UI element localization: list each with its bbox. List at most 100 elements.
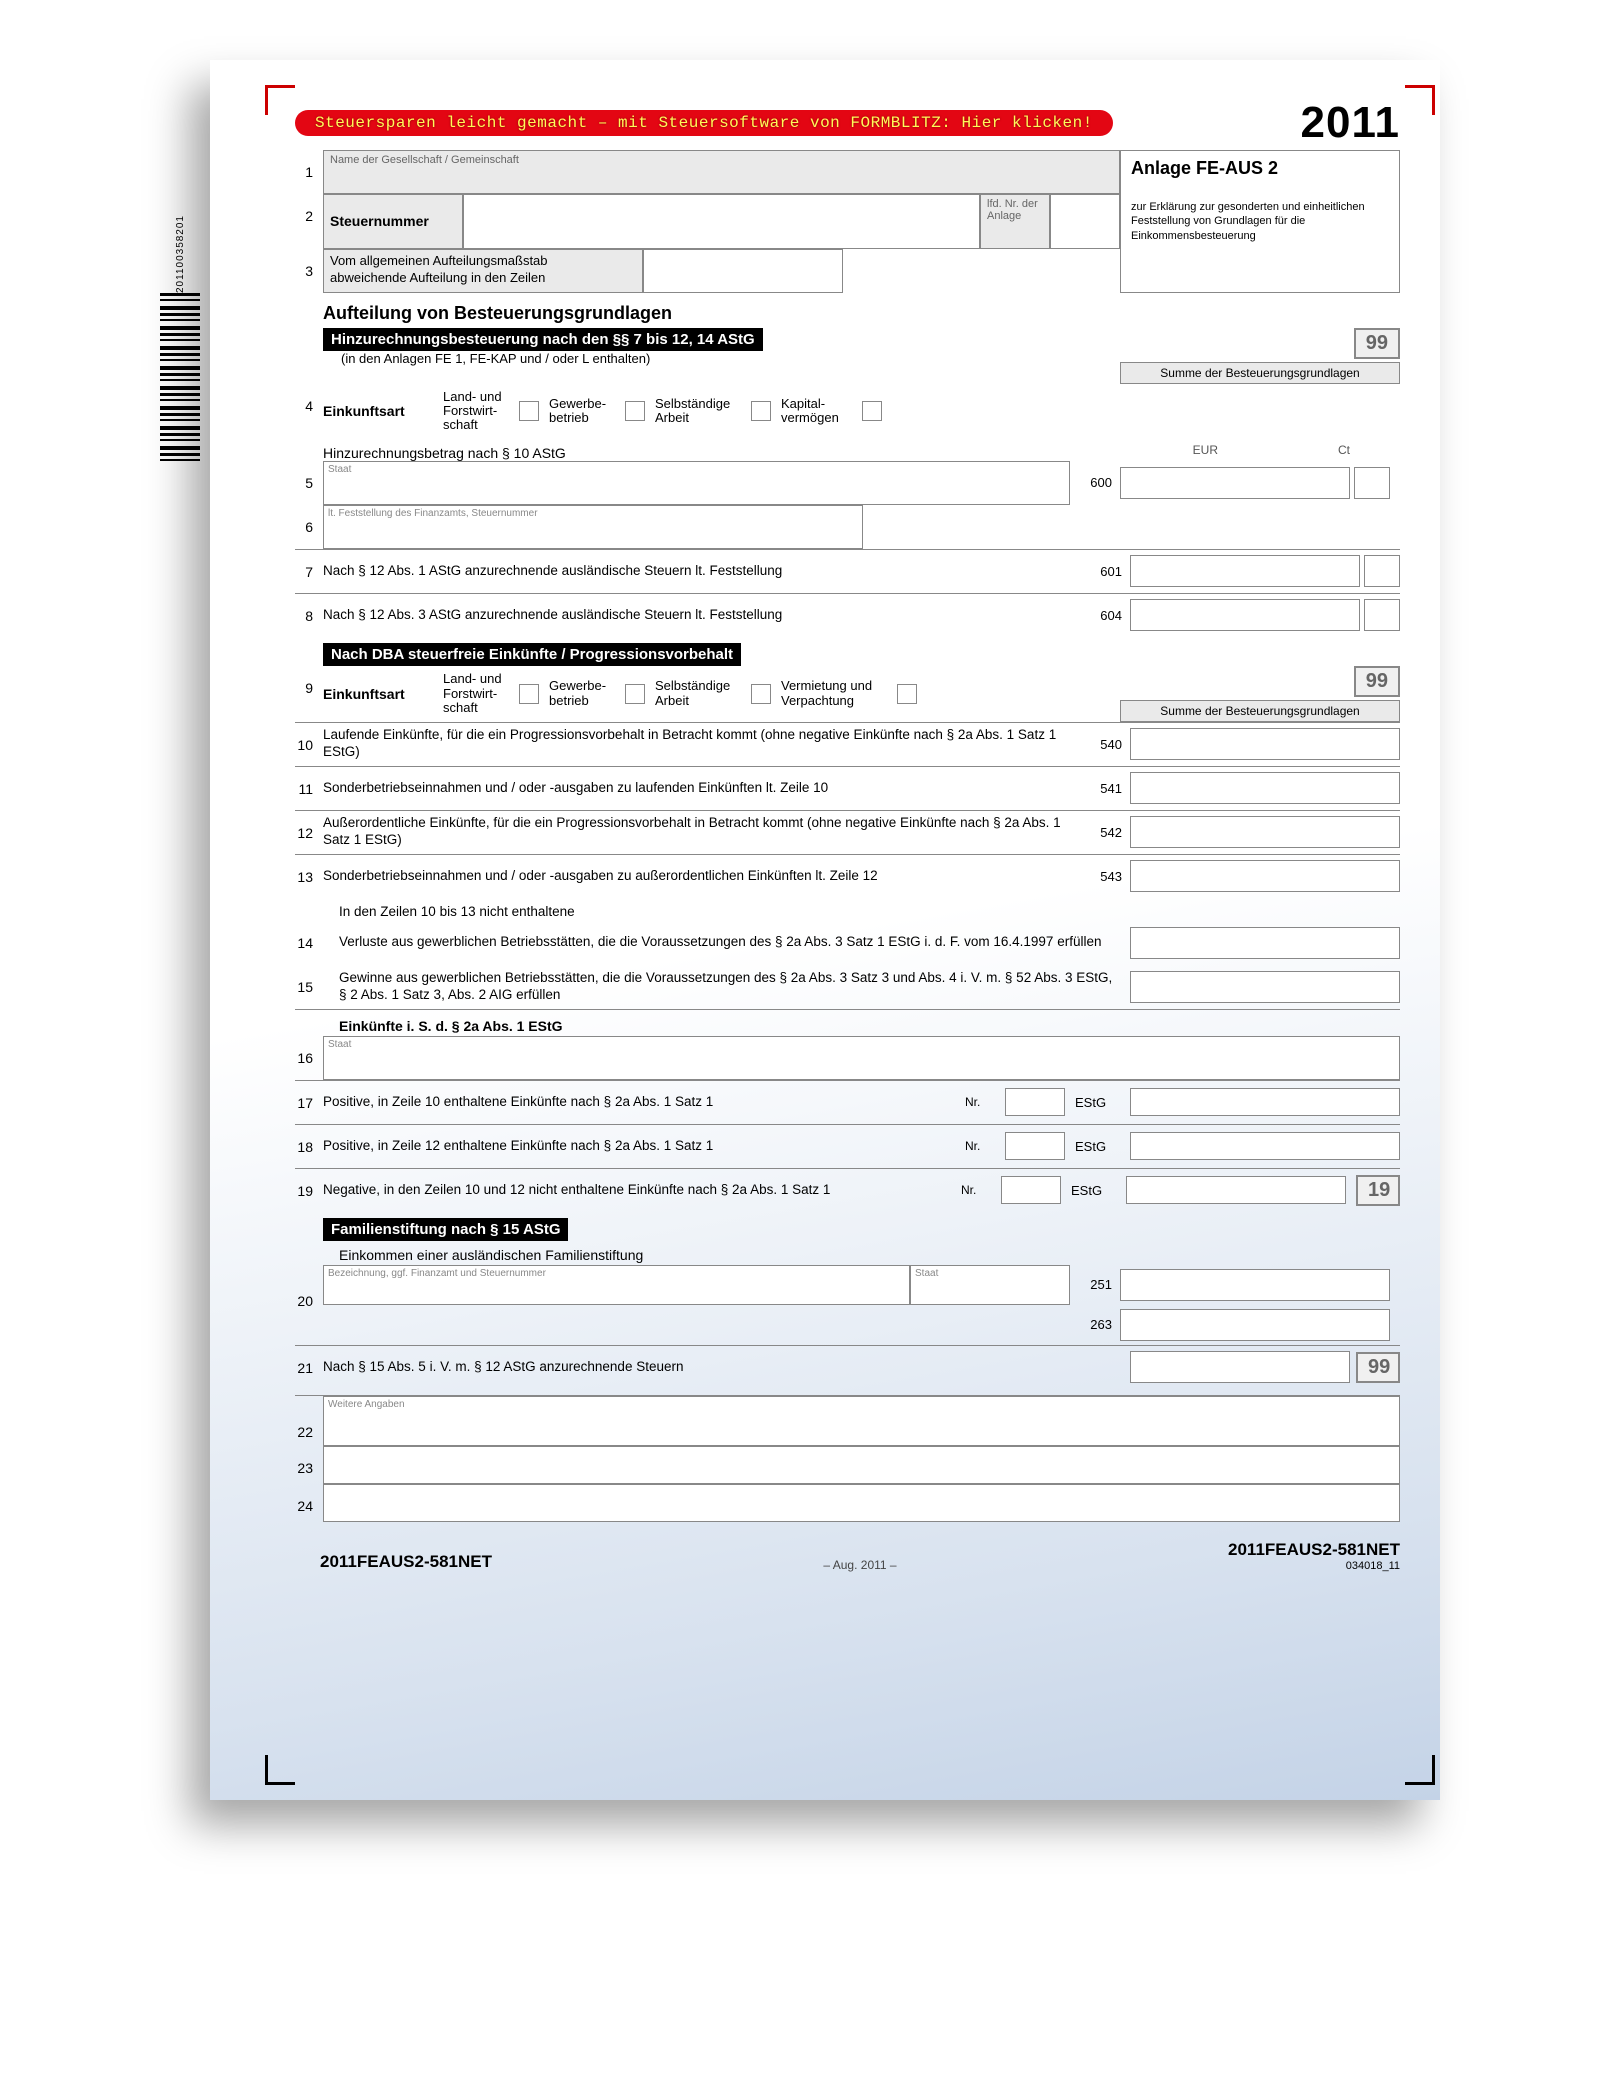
checkbox[interactable]: [897, 684, 917, 704]
line-number: 6: [295, 505, 323, 549]
row-23: 23: [295, 1446, 1400, 1484]
field-code: 540: [1080, 737, 1130, 752]
amount-14: Verluste aus gewerblichen Betriebsstätte…: [323, 921, 1400, 965]
field-code: 604: [1080, 608, 1130, 623]
eur-field[interactable]: [1130, 971, 1400, 1003]
checkbox[interactable]: [625, 401, 645, 421]
steuernummer-field[interactable]: [463, 194, 980, 249]
barcode-bars: [160, 293, 200, 465]
nr-label: Nr.: [961, 1183, 991, 1197]
eur-field[interactable]: [1130, 555, 1360, 587]
estg-label: EStG: [1075, 1095, 1120, 1110]
row-22: 22 Weitere Angaben: [295, 1396, 1400, 1446]
checkbox[interactable]: [519, 684, 539, 704]
field-code: 600: [1070, 475, 1120, 490]
bezeichnung-field[interactable]: Bezeichnung, ggf. Finanzamt und Steuernu…: [323, 1265, 910, 1305]
desc: Nach § 15 Abs. 5 i. V. m. § 12 AStG anzu…: [323, 1359, 1130, 1376]
line-number: 18: [295, 1125, 323, 1168]
weitere-field-23[interactable]: [323, 1446, 1400, 1484]
row-16: 16 Staat: [295, 1036, 1400, 1080]
line-number: 10: [295, 723, 323, 766]
nr-label: Nr.: [965, 1139, 995, 1153]
einkunftsart-label: Einkunftsart: [323, 686, 433, 702]
staat-field[interactable]: Staat: [323, 461, 1070, 505]
form-footer: 2011FEAUS2-581NET – Aug. 2011 – 2011FEAU…: [320, 1540, 1400, 1572]
amount-7: Nach § 12 Abs. 1 AStG anzurechnende ausl…: [323, 550, 1400, 593]
eur-field[interactable]: [1130, 728, 1400, 760]
amount-10: Laufende Einkünfte, für die ein Progress…: [323, 723, 1400, 766]
desc: Sonderbetriebseinnahmen und / oder -ausg…: [323, 868, 1080, 885]
checkbox[interactable]: [751, 401, 771, 421]
weitere-field-24[interactable]: [323, 1484, 1400, 1522]
eur-field[interactable]: [1120, 467, 1350, 499]
amount-5: 600: [1070, 461, 1400, 505]
staat-field-16[interactable]: Staat: [323, 1036, 1400, 1080]
row-24: 24: [295, 1484, 1400, 1522]
weitere-field[interactable]: Weitere Angaben: [323, 1396, 1400, 1446]
amount-field[interactable]: [1130, 1088, 1400, 1116]
hinzu-title-wrap: Hinzurechnungsbesteuerung nach den §§ 7 …: [323, 328, 1110, 366]
promo-banner[interactable]: Steuersparen leicht gemacht – mit Steuer…: [295, 110, 1113, 136]
amount-12: Außerordentliche Einkünfte, für die ein …: [323, 811, 1400, 854]
opt-label: Selbständige Arbeit: [655, 679, 745, 708]
row-2: 2 Steuernummer lfd. Nr. der Anlage zur E…: [295, 194, 1400, 249]
ct-label: Ct: [1338, 443, 1350, 459]
opt-label: Vermietung und Verpachtung: [781, 679, 891, 708]
field-value: [330, 166, 1113, 184]
name-gesellschaft-field[interactable]: Name der Gesellschaft / Gemeinschaft: [323, 150, 1120, 194]
row-8: 8 Nach § 12 Abs. 3 AStG anzurechnende au…: [295, 593, 1400, 637]
row-15: 15 Gewinne aus gewerblichen Betriebsstät…: [295, 965, 1400, 1009]
line-number: 23: [295, 1446, 323, 1484]
nr-field[interactable]: [1005, 1132, 1065, 1160]
checkbox[interactable]: [519, 401, 539, 421]
barcode-text: 201100358201: [175, 215, 186, 293]
row-4: 4 Einkunftsart Land- und Forstwirt-schaf…: [295, 384, 1400, 439]
text: Hinzurechnungsbetrag nach § 10 AStG: [323, 439, 1120, 461]
einkunftsart-options: Einkunftsart Land- und Forstwirt-schaft …: [323, 384, 1400, 439]
ct-field[interactable]: [1354, 467, 1390, 499]
spacer: [843, 249, 1120, 293]
anlage-desc: zur Erklärung zur gesonderten und einhei…: [1120, 194, 1400, 249]
eur-field[interactable]: [1120, 1309, 1390, 1341]
spacer: [863, 505, 1401, 549]
eur-field[interactable]: [1130, 772, 1400, 804]
fam-subtitle: Einkommen einer ausländischen Familienst…: [295, 1241, 1400, 1265]
lfd-nr-field[interactable]: [1050, 194, 1120, 249]
field-code: 542: [1080, 825, 1130, 840]
sum-box-wrap: 99 Summe der Besteuerungsgrundlagen: [1120, 328, 1400, 384]
section-title: Aufteilung von Besteuerungsgrundlagen: [295, 293, 1400, 328]
opt-label: Gewerbe-betrieb: [549, 679, 619, 708]
checkbox[interactable]: [751, 684, 771, 704]
staat-field-20[interactable]: Staat: [910, 1265, 1070, 1305]
box-19: 19: [1356, 1175, 1400, 1206]
eur-field[interactable]: [1130, 1351, 1350, 1383]
aufteilung-field[interactable]: [643, 249, 843, 293]
nr-field[interactable]: [1001, 1176, 1061, 1204]
opt-label: Selbständige Arbeit: [655, 397, 745, 426]
line-number: 12: [295, 811, 323, 854]
checkbox[interactable]: [862, 401, 882, 421]
section-blackbar: Hinzurechnungsbesteuerung nach den §§ 7 …: [323, 328, 763, 351]
amount-field[interactable]: [1126, 1176, 1346, 1204]
amount-field[interactable]: [1130, 1132, 1400, 1160]
eur-field[interactable]: [1120, 1269, 1390, 1301]
desc: Negative, in den Zeilen 10 und 12 nicht …: [323, 1182, 951, 1199]
row-9: 9 Einkunftsart Land- und Forstwirt-schaf…: [295, 666, 1400, 722]
hinzu-betrag-header: Hinzurechnungsbetrag nach § 10 AStG EUR …: [295, 439, 1400, 461]
sum-label: Summe der Besteuerungsgrundlagen: [1120, 700, 1400, 722]
eur-field[interactable]: [1130, 599, 1360, 631]
footer-small: 034018_11: [1228, 1560, 1400, 1572]
checkbox[interactable]: [625, 684, 645, 704]
text: Vom allgemeinen Aufteilungsmaßstab: [330, 253, 636, 270]
eur-field[interactable]: [1130, 927, 1400, 959]
line-number: 3: [295, 249, 323, 293]
feststellung-field[interactable]: lt. Feststellung des Finanzamts, Steuern…: [323, 505, 863, 549]
desc: Verluste aus gewerblichen Betriebsstätte…: [323, 934, 1130, 951]
crop-mark: [1405, 1755, 1435, 1785]
ct-field[interactable]: [1364, 599, 1400, 631]
ct-field[interactable]: [1364, 555, 1400, 587]
eur-field[interactable]: [1130, 816, 1400, 848]
nr-field[interactable]: [1005, 1088, 1065, 1116]
eur-ct-header: EUR Ct: [1120, 439, 1400, 461]
eur-field[interactable]: [1130, 860, 1400, 892]
